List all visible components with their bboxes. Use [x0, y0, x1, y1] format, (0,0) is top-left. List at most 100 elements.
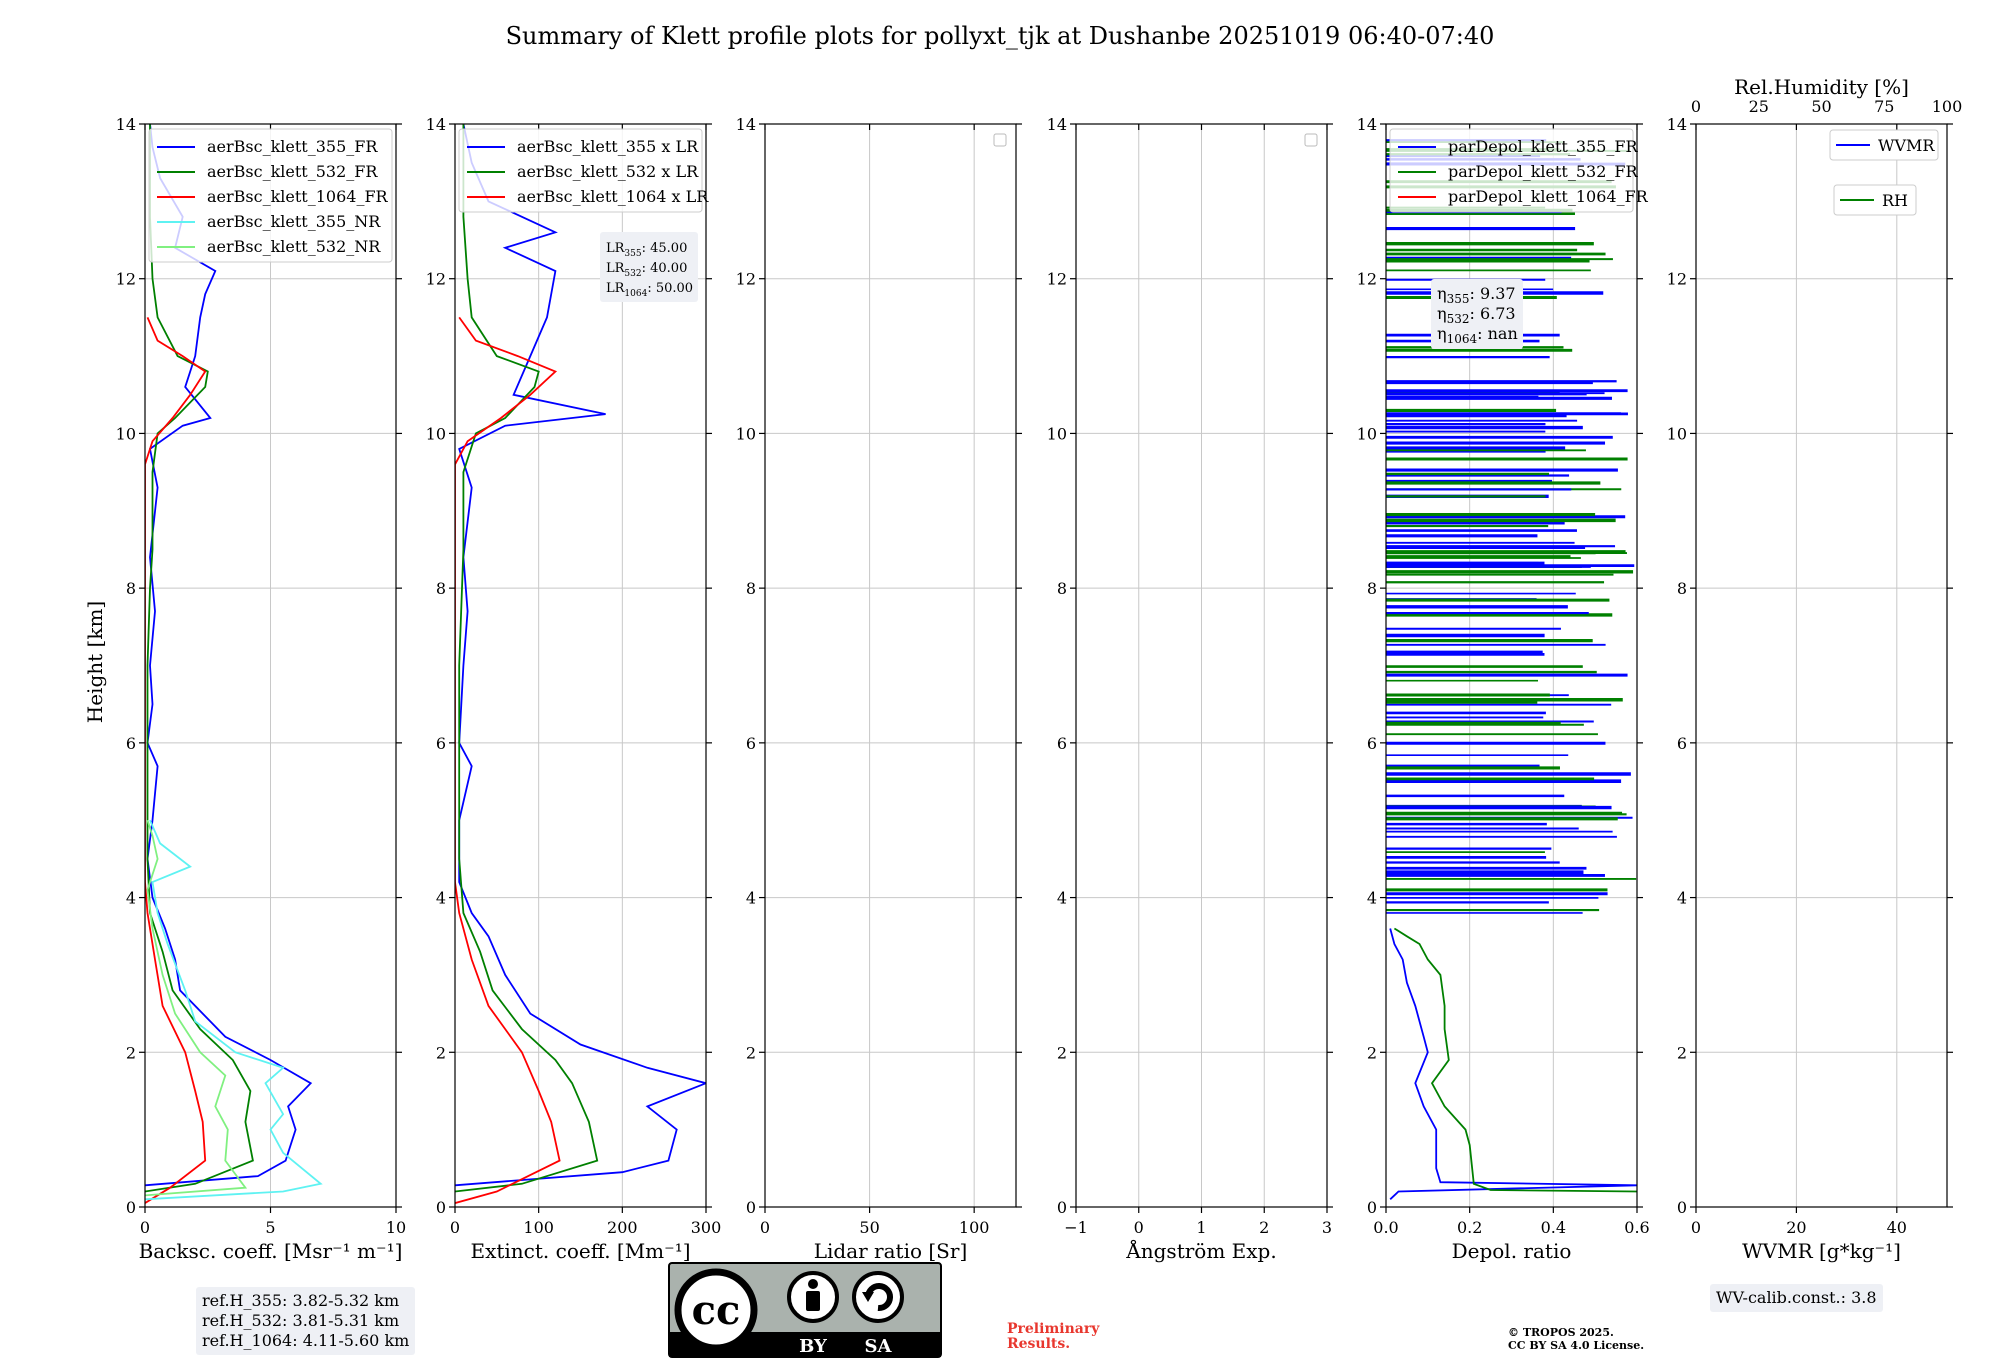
x-tick-label: 50 — [859, 1218, 879, 1237]
info-box — [600, 232, 698, 302]
ref-height-box: ref.H_355: 3.82-5.32 km ref.H_532: 3.81-… — [196, 1287, 416, 1355]
y-tick-label: 8 — [1367, 579, 1377, 598]
series-group — [145, 124, 323, 1204]
y-tick-label: 12 — [736, 270, 756, 289]
y-tick-label: 10 — [1047, 424, 1067, 443]
y-tick-label: 6 — [1677, 734, 1687, 753]
x-tick-label: 0 — [760, 1218, 770, 1237]
x-tick-label: −1 — [1064, 1218, 1088, 1237]
info-line: LR532: 40.00 — [606, 261, 687, 279]
y-tick-label: 6 — [436, 734, 446, 753]
y-axis-label: Height [km] — [83, 601, 107, 723]
series-line-aerBsc_klett_355 x LR — [455, 124, 706, 1187]
share-alike-icon — [852, 1271, 904, 1323]
series-line-aerBsc_klett_1064_FR — [145, 317, 207, 1204]
x-axis-label: Depol. ratio — [1452, 1239, 1572, 1263]
legend-label: parDepol_klett_355_FR — [1448, 137, 1639, 156]
series-line-aerBsc_klett_532_NR — [145, 819, 248, 1197]
y-tick-label: 4 — [1677, 889, 1687, 908]
info-line: LR355: 45.00 — [606, 241, 687, 259]
legend-box — [148, 128, 393, 263]
legend-label: aerBsc_klett_1064 x LR — [517, 187, 709, 206]
x-tick-label: 0.2 — [1457, 1218, 1482, 1237]
y-tick-label: 12 — [1047, 270, 1067, 289]
y-tick-label: 12 — [1667, 270, 1687, 289]
info-line: η1064: nan — [1437, 324, 1518, 346]
y-tick-label: 6 — [1367, 734, 1377, 753]
y-tick-label: 8 — [436, 579, 446, 598]
top-tick-label: 75 — [1874, 97, 1894, 116]
y-tick-label: 4 — [436, 889, 446, 908]
y-tick-label: 10 — [1667, 424, 1687, 443]
x-axis-label: Ångström Exp. — [1125, 1238, 1276, 1263]
x-tick-label: 40 — [1887, 1218, 1907, 1237]
legend-label: parDepol_klett_532_FR — [1448, 162, 1639, 181]
series-group — [455, 124, 706, 1204]
series-line-aerBsc_klett_532 x LR — [455, 124, 599, 1193]
y-tick-label: 4 — [746, 889, 756, 908]
y-tick-label: 2 — [1677, 1043, 1687, 1062]
x-tick-label: 5 — [265, 1218, 275, 1237]
y-tick-label: 0 — [436, 1198, 446, 1217]
y-tick-label: 4 — [1057, 889, 1067, 908]
legend-label: parDepol_klett_1064_FR — [1448, 187, 1649, 206]
y-tick-label: 2 — [746, 1043, 756, 1062]
empty-legend — [1304, 133, 1318, 147]
panel-depol: 0.0 0.2 0.4 0.6 0 2 4 6 8 10 12 14 Depol. ratio parDe… — [1357, 115, 1650, 1263]
depol-noise-streaks — [1386, 139, 1637, 914]
copyright-note: © TROPOS 2025. CC BY SA 4.0 License. — [1508, 1326, 1644, 1352]
y-tick-label: 0 — [1677, 1198, 1687, 1217]
y-tick-label: 0 — [1057, 1198, 1067, 1217]
preliminary-note: Preliminary Results. — [1007, 1322, 1099, 1352]
y-tick-label: 12 — [116, 270, 136, 289]
x-tick-label: 0.4 — [1541, 1218, 1566, 1237]
x-tick-label: 0.0 — [1373, 1218, 1398, 1237]
wv-calib-box: WV-calib.const.: 3.8 — [1710, 1284, 1883, 1312]
top-axis-label: Rel.Humidity [%] — [1734, 75, 1909, 99]
info-line: η355: 9.37 — [1437, 284, 1516, 306]
y-tick-label: 6 — [126, 734, 136, 753]
panel-backscatter: 0 5 10 0 2 4 6 8 10 12 14 Backsc. coeff. [Msr⁻¹ m⁻¹… — [116, 115, 407, 1263]
cc-icon — [674, 1268, 758, 1352]
y-tick-label: 8 — [126, 579, 136, 598]
ref-h-355: ref.H_355: 3.82-5.32 km — [202, 1291, 400, 1310]
x-axis-label: Lidar ratio [Sr] — [814, 1239, 968, 1263]
legend-label: aerBsc_klett_355_FR — [207, 137, 378, 156]
x-tick-label: 100 — [959, 1218, 990, 1237]
axes-frame — [1385, 123, 1638, 1208]
top-tick-label: 25 — [1749, 97, 1769, 116]
y-tick-label: 10 — [1357, 424, 1377, 443]
x-tick-label: 0 — [140, 1218, 150, 1237]
x-tick-label: 0 — [1134, 1218, 1144, 1237]
y-tick-label: 12 — [426, 270, 446, 289]
empty-legend — [993, 133, 1007, 147]
y-tick-label: 14 — [736, 115, 756, 134]
y-tick-label: 10 — [116, 424, 136, 443]
top-tick-label: 50 — [1811, 97, 1831, 116]
legend-label: aerBsc_klett_532_FR — [207, 162, 378, 181]
x-tick-label: 0.6 — [1624, 1218, 1649, 1237]
y-tick-label: 2 — [1367, 1043, 1377, 1062]
x-tick-label: 3 — [1322, 1218, 1332, 1237]
y-tick-label: 10 — [426, 424, 446, 443]
figure-title: Summary of Klett profile plots for polly… — [505, 22, 1495, 50]
y-tick-label: 8 — [1677, 579, 1687, 598]
copyright-line-2: CC BY SA 4.0 License. — [1508, 1339, 1645, 1352]
x-tick-label: 10 — [386, 1218, 406, 1237]
series-line-parDepol_klett_355_FR — [1389, 928, 1637, 1200]
y-tick-label: 0 — [1367, 1198, 1377, 1217]
y-tick-label: 0 — [126, 1198, 136, 1217]
y-tick-label: 0 — [746, 1198, 756, 1217]
info-line: η532: 6.73 — [1437, 304, 1516, 326]
legend-label: aerBsc_klett_532_NR — [207, 237, 381, 256]
info-box — [1431, 279, 1523, 349]
series-line-aerBsc_klett_355_FR — [145, 124, 313, 1187]
sa-label: SA — [865, 1336, 893, 1357]
x-tick-label: 20 — [1786, 1218, 1806, 1237]
y-tick-label: 8 — [746, 579, 756, 598]
y-tick-label: 14 — [1667, 115, 1687, 134]
x-tick-label: 300 — [691, 1218, 722, 1237]
x-axis-label: Extinct. coeff. [Mm⁻¹] — [470, 1239, 690, 1263]
legend-label: RH — [1882, 191, 1908, 210]
series-line-parDepol_klett_532_FR — [1393, 927, 1637, 1193]
